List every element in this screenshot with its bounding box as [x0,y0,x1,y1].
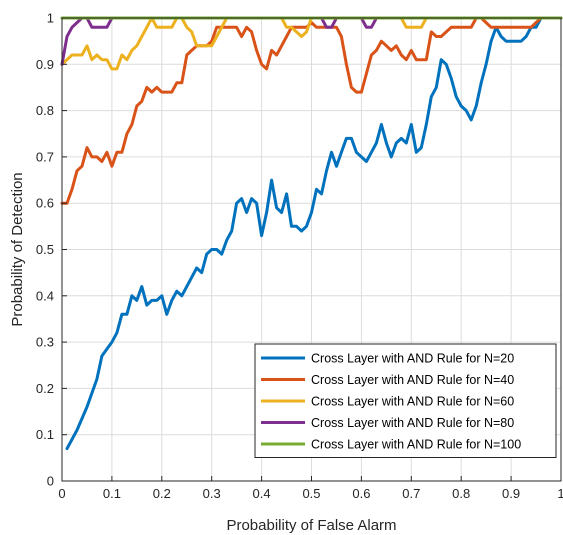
x-tick-label: 0.3 [203,486,221,501]
x-axis-label: Probability of False Alarm [226,517,396,534]
legend-label: Cross Layer with AND Rule for N=20 [311,352,514,366]
legend-label: Cross Layer with AND Rule for N=40 [311,373,514,387]
x-tick-label: 0.1 [103,486,121,501]
x-tick-label: 0.7 [402,486,420,501]
y-tick-label: 0.2 [36,381,54,396]
axis-ticks: 0 0.1 0.2 0.3 0.4 0.5 0.6 0.7 0.8 0.9 1 0 0.1 0.2 0.3 0… [36,11,563,502]
y-tick-label: 0.3 [36,335,54,350]
legend-label: Cross Layer with AND Rule for N=80 [311,416,514,430]
x-tick-label: 0 [58,486,65,501]
x-tick-label: 0.4 [253,486,271,501]
y-tick-label: 1 [47,11,54,26]
legend-label: Cross Layer with AND Rule for N=100 [311,438,521,452]
y-tick-label: 0.4 [36,288,54,303]
legend-box [254,343,557,458]
y-tick-label: 0.6 [36,196,54,211]
legend: Cross Layer with AND Rule for N=20 Cross … [254,343,557,458]
y-tick-label: 0.9 [36,57,54,72]
y-tick-label: 0.8 [36,103,54,118]
series-line-1 [65,16,563,451]
x-tick-label: 0.5 [302,486,320,501]
y-tick-label: 0.1 [36,427,54,442]
legend-label: Cross Layer with AND Rule for N=60 [311,395,514,409]
y-axis-label: Probability of Detection [9,172,26,326]
y-tick-label: 0 [47,474,54,489]
x-tick-label: 0.6 [352,486,370,501]
x-tick-label: 0.2 [153,486,171,501]
series-line-4 [60,16,563,66]
x-tick-label: 0.9 [502,486,520,501]
x-tick-label: 1 [557,486,563,501]
series-line-2 [60,16,563,205]
y-tick-label: 0.5 [36,242,54,257]
y-tick-label: 0.7 [36,149,54,164]
x-tick-label: 0.8 [452,486,470,501]
